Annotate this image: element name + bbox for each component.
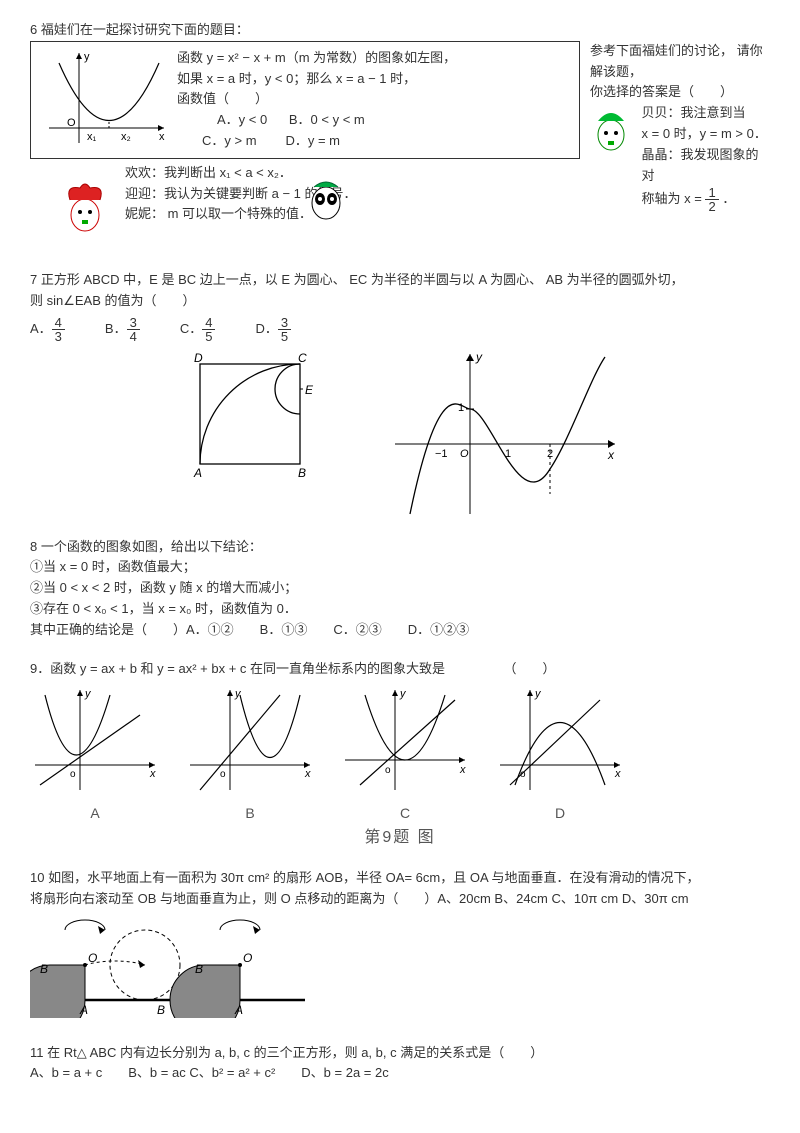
q6-right2: 你选择的答案是（ ） — [590, 82, 770, 103]
q7-square-figure: A B C D E — [180, 349, 330, 489]
q10-figure: O B A B O B A — [30, 918, 310, 1018]
q8-l1: 8 一个函数的图象如图，给出以下结论： — [30, 537, 770, 558]
fuwa-nini-icon — [590, 103, 632, 158]
q7-optA-pre: A． — [30, 321, 52, 336]
q6-title: 6 福娃们在一起探讨研究下面的题目： — [30, 20, 770, 41]
svg-text:−1: −1 — [435, 448, 448, 460]
svg-text:2: 2 — [547, 448, 553, 460]
svg-text:A: A — [79, 1003, 88, 1017]
q6-right6a: 称轴为 x = — [642, 191, 702, 206]
q9-caption: 第9题 图 — [30, 825, 770, 851]
q9-label-b: B — [185, 802, 315, 824]
question-7: 7 正方形 ABCD 中，E 是 BC 边上一点，以 E 为圆心、 EC 为半径… — [30, 270, 770, 519]
q6-optA: A．y < 0 — [217, 112, 267, 127]
q6-intext1: 函数 y = x² − x + m（m 为常数）的图象如左图， — [177, 48, 456, 69]
q6-intext2: 如果 x = a 时，y < 0；那么 x = a − 1 时， — [177, 69, 456, 90]
q9-label-a: A — [30, 802, 160, 824]
svg-text:B: B — [157, 1003, 165, 1017]
q9-graph-a: o x y — [30, 685, 160, 795]
svg-text:A: A — [193, 466, 202, 480]
svg-text:1: 1 — [458, 402, 464, 414]
q6-intext3: 函数值（ ） — [177, 89, 456, 110]
svg-text:o: o — [385, 765, 391, 776]
svg-text:y: y — [399, 688, 407, 700]
svg-text:O: O — [460, 448, 469, 460]
q6-nini: 妮妮： m 可以取一个特殊的值． — [125, 204, 580, 225]
svg-text:y: y — [534, 688, 542, 700]
q10-text2: 将扇形向右滚动至 OB 与地面垂直为止，则 O 点移动的距离为（ ）A、20cm… — [30, 889, 770, 910]
svg-text:x: x — [304, 768, 311, 780]
svg-text:x: x — [459, 764, 466, 776]
svg-text:o: o — [220, 769, 226, 780]
q6-right5: 晶晶：我发现图象的对 — [642, 145, 770, 187]
svg-text:x₂: x₂ — [121, 131, 131, 143]
q8-l3: ②当 0 < x < 2 时，函数 y 随 x 的增大而减小； — [30, 578, 770, 599]
q6-ying: 迎迎：我认为关键要判断 a − 1 的符号． — [125, 184, 580, 205]
svg-text:C: C — [298, 351, 307, 365]
q6-optD: D．y = m — [285, 133, 340, 148]
q8-l4: ③存在 0 < x₀ < 1，当 x = x₀ 时，函数值为 0． — [30, 599, 770, 620]
q11-text: 11 在 Rt△ ABC 内有边长分别为 a, b, c 的三个正方形，则 a,… — [30, 1043, 770, 1064]
q9-label-c: C — [340, 802, 470, 824]
q7-optB-pre: B． — [105, 321, 127, 336]
q6-right1: 参考下面福娃们的讨论， 请你解该题， — [590, 41, 770, 83]
q8-l2: ①当 x = 0 时，函数值最大； — [30, 557, 770, 578]
q7-optC-pre: C． — [180, 321, 202, 336]
svg-text:x: x — [149, 768, 156, 780]
svg-text:x₁: x₁ — [87, 131, 97, 143]
svg-text:x: x — [159, 131, 165, 143]
q9-label-d: D — [495, 802, 625, 824]
question-9: 9．函数 y = ax + b 和 y = ax² + bx + c 在同一直角… — [30, 659, 770, 851]
q6-right3: 贝贝：我注意到当 — [642, 103, 770, 124]
q11-opts: A、b = a + c B、b = ac C、b² = a² + c² D、b … — [30, 1063, 770, 1084]
q7-text2: 则 sin∠EAB 的值为（ ） — [30, 291, 770, 312]
svg-text:A: A — [234, 1003, 243, 1017]
q10-text: 10 如图，水平地面上有一面积为 30π cm² 的扇形 AOB，半径 OA= … — [30, 868, 770, 889]
q6-optC: C．y > m — [202, 133, 257, 148]
svg-text:y: y — [475, 350, 483, 364]
svg-text:o: o — [520, 769, 526, 780]
q6-right4: x = 0 时，y = m > 0． — [642, 124, 770, 145]
q8-cubic-graph: −1 O 1 2 1 x y — [390, 349, 620, 519]
svg-text:E: E — [305, 383, 314, 397]
fuwa-huanhuan-icon — [60, 180, 110, 235]
svg-text:x: x — [607, 448, 615, 462]
question-6: 6 福娃们在一起探讨研究下面的题目： O x₁ x₂ x y — [30, 20, 770, 287]
svg-text:O: O — [67, 117, 76, 129]
q9-graph-c: o x y — [340, 685, 470, 795]
svg-text:B: B — [195, 962, 203, 976]
q6-parabola-graph: O x₁ x₂ x y — [39, 48, 169, 148]
q9-text: 9．函数 y = ax + b 和 y = ax² + bx + c 在同一直角… — [30, 659, 770, 680]
svg-text:B: B — [40, 962, 48, 976]
question-11: 11 在 Rt△ ABC 内有边长分别为 a, b, c 的三个正方形，则 a,… — [30, 1043, 770, 1085]
q9-graph-b: o x y — [185, 685, 315, 795]
svg-text:x: x — [614, 768, 621, 780]
q6-huan: 欢欢：我判断出 x₁ < a < x₂． — [125, 163, 580, 184]
q6-optB: B．0 < y < m — [289, 112, 365, 127]
q9-graph-d: o x y — [495, 685, 625, 795]
svg-text:B: B — [298, 466, 306, 480]
svg-text:D: D — [194, 351, 203, 365]
question-10: 10 如图，水平地面上有一面积为 30π cm² 的扇形 AOB，半径 OA= … — [30, 868, 770, 1024]
question-8: 8 一个函数的图象如图，给出以下结论： ①当 x = 0 时，函数值最大； ②当… — [30, 537, 770, 641]
fuwa-jingjing-icon — [304, 175, 349, 225]
q6-box: O x₁ x₂ x y 函数 y = x² − x + m（m 为常数）的图象如… — [30, 41, 580, 159]
q7-text: 7 正方形 ABCD 中，E 是 BC 边上一点，以 E 为圆心、 EC 为半径… — [30, 270, 770, 291]
svg-text:y: y — [84, 688, 92, 700]
svg-text:y: y — [84, 51, 90, 63]
svg-text:o: o — [70, 769, 76, 780]
q7-optD-pre: D． — [255, 321, 277, 336]
svg-text:1: 1 — [505, 448, 511, 460]
svg-text:O: O — [243, 951, 252, 965]
q8-l5: 其中正确的结论是（ ）A．①② B．①③ C．②③ D．①②③ — [30, 620, 770, 641]
q6-right6b: ． — [722, 191, 735, 206]
